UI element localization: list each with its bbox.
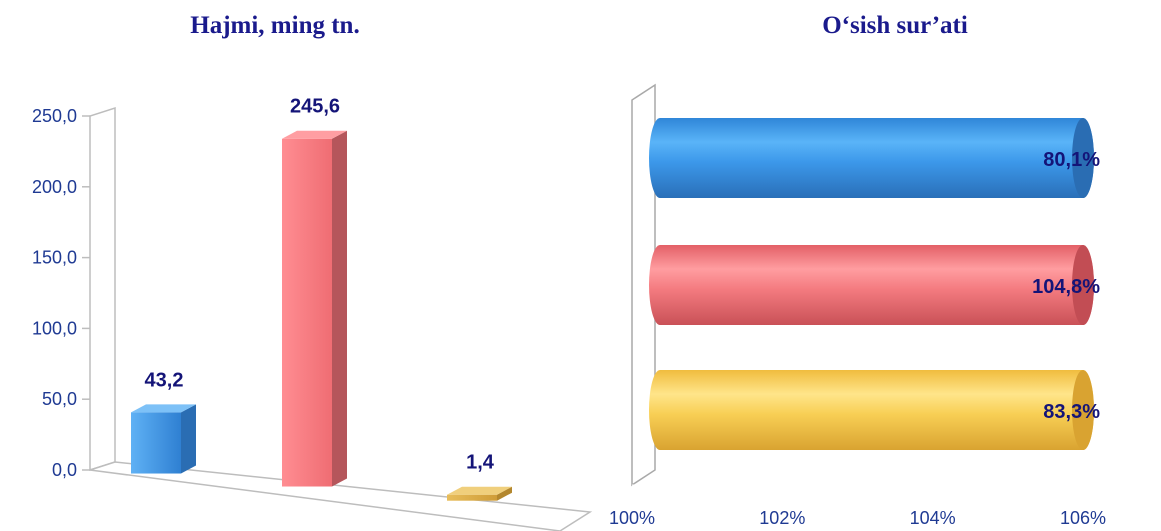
floor [89, 461, 593, 531]
bar [131, 404, 196, 474]
y-tick-label: 0,0 [52, 460, 77, 480]
bar-cylinder [649, 118, 1094, 198]
y-tick-label: 50,0 [42, 389, 77, 409]
y-tick-label: 100,0 [32, 318, 77, 338]
bar-end-cap [1072, 118, 1094, 198]
back-wall [631, 83, 656, 487]
bar-end-cap [1072, 245, 1094, 325]
volume-bar-chart: 0,0 50,0 100,0 150,0 200,0 250,0 43,2 245,6 1,4 [32, 96, 593, 531]
bar [649, 118, 1094, 198]
y-tick-label: 150,0 [32, 248, 77, 268]
bar-top [131, 404, 196, 413]
data-label: 245,6 [290, 96, 340, 118]
data-label: 1,4 [466, 452, 495, 474]
bar-side [497, 486, 512, 501]
bar-top [447, 486, 512, 495]
bar [282, 130, 347, 487]
bar [649, 370, 1094, 450]
bar-side [332, 130, 347, 487]
bar-end-cap [1072, 370, 1094, 450]
bar-side [181, 404, 196, 474]
bar-top [282, 130, 347, 139]
bar-front [282, 138, 332, 487]
x-tick-label: 104% [910, 508, 956, 528]
data-label: 43,2 [145, 369, 184, 391]
bar-cylinder [649, 245, 1094, 325]
x-tick-label: 102% [759, 508, 805, 528]
y-tick-label: 200,0 [32, 177, 77, 197]
chart-title-volume: Hajmi, ming tn. [190, 12, 360, 39]
y-tick-label: 250,0 [32, 106, 77, 126]
bar [447, 486, 512, 501]
growth-rate-bar-chart: 100% 102% 104% 106% 80,1% 104,8% 83,3% [609, 83, 1106, 528]
data-label: 83,3% [1043, 401, 1100, 423]
back-wall [89, 106, 116, 472]
chart-title-growth: O‘sish sur’ati [822, 12, 968, 39]
data-label: 80,1% [1043, 149, 1100, 171]
bar-front [447, 494, 497, 501]
bar-front [131, 412, 181, 474]
bar [649, 245, 1094, 325]
x-tick-label: 100% [609, 508, 655, 528]
x-tick-label: 106% [1060, 508, 1106, 528]
bar-cylinder [649, 370, 1094, 450]
data-label: 104,8% [1032, 276, 1100, 298]
